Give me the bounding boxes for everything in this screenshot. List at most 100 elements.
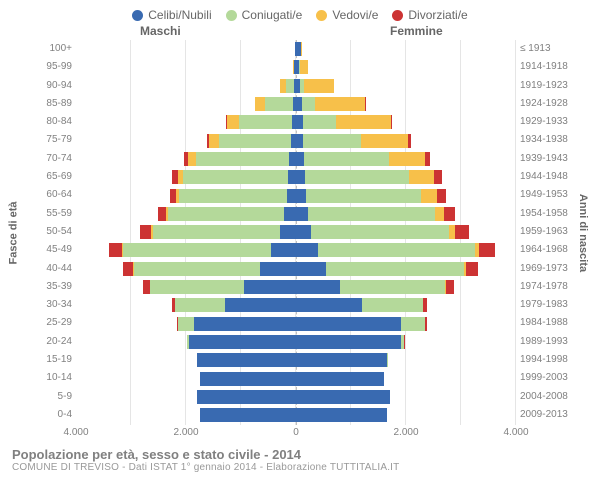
age-label: 55-59 [20,205,72,223]
chart-area: Fasce di età 100+95-9990-9485-8980-8475-… [0,40,600,425]
male-bar [76,372,296,386]
female-bar [296,42,516,56]
birth-year-label: 1984-1988 [520,314,576,332]
birth-year-label: 1954-1958 [520,205,576,223]
female-bar [296,390,516,404]
female-bar [296,298,516,312]
female-bar [296,262,516,276]
legend-item: Divorziati/e [392,8,467,22]
segment-w [227,115,239,129]
x-tick-label: 4.000 [503,427,528,438]
legend-label: Vedovi/e [332,8,378,22]
segment-m [401,317,426,331]
male-bar [76,189,296,203]
birth-year-label: 1969-1973 [520,260,576,278]
segment-s [289,152,296,166]
segment-d [455,225,469,239]
pyramid-row [76,42,516,56]
birth-year-label: 1959-1963 [520,223,576,241]
age-label: 30-34 [20,296,72,314]
segment-s [296,134,303,148]
age-label: 65-69 [20,168,72,186]
legend-item: Celibi/Nubili [132,8,211,22]
male-bar [76,353,296,367]
age-label: 45-49 [20,241,72,259]
segment-m [175,298,225,312]
segment-d [158,207,166,221]
segment-w [409,170,434,184]
male-bar [76,97,296,111]
segment-s [296,115,303,129]
pyramid-row [76,79,516,93]
segment-m [179,189,286,203]
segment-m [178,317,195,331]
male-bar [76,115,296,129]
segment-m [286,79,294,93]
birth-year-label: 2009-2013 [520,406,576,424]
legend-swatch [132,10,143,21]
segment-d [446,280,454,294]
segment-s [280,225,297,239]
female-bar [296,115,516,129]
birth-year-label: 1929-1933 [520,113,576,131]
pyramid-row [76,372,516,386]
pyramid-row [76,280,516,294]
age-label: 25-29 [20,314,72,332]
segment-s [296,408,387,422]
segment-d [466,262,478,276]
male-bar [76,134,296,148]
segment-s [296,280,340,294]
segment-w [361,134,408,148]
gender-headers: Maschi Femmine [0,24,600,40]
male-bar [76,42,296,56]
segment-s [296,317,401,331]
male-bar [76,298,296,312]
segment-s [296,243,318,257]
age-label: 35-39 [20,278,72,296]
birth-year-label: 1989-1993 [520,333,576,351]
segment-s [200,372,296,386]
age-axis-labels: 100+95-9990-9485-8980-8475-7970-7465-696… [20,40,76,425]
birth-year-label: 1999-2003 [520,369,576,387]
segment-m [302,97,316,111]
pyramid-row [76,189,516,203]
female-bar [296,243,516,257]
pyramid-row [76,408,516,422]
segment-d [425,152,431,166]
segment-s [189,335,296,349]
segment-s [296,189,306,203]
segment-w [435,207,445,221]
segment-d [143,280,150,294]
legend-label: Celibi/Nubili [148,8,211,22]
chart-title: Popolazione per età, sesso e stato civil… [12,447,588,462]
legend: Celibi/NubiliConiugati/eVedovi/eDivorzia… [0,0,600,24]
legend-item: Vedovi/e [316,8,378,22]
male-bar [76,280,296,294]
female-bar [296,335,516,349]
birth-year-label: 1994-1998 [520,351,576,369]
female-bar [296,372,516,386]
y-axis-title-right: Anni di nascita [576,40,590,425]
birth-year-label: 2004-2008 [520,388,576,406]
segment-m [239,115,291,129]
male-bar [76,390,296,404]
birth-year-label: 1974-1978 [520,278,576,296]
age-label: 50-54 [20,223,72,241]
age-label: 80-84 [20,113,72,131]
segment-d [365,97,366,111]
legend-label: Divorziati/e [408,8,467,22]
male-bar [76,79,296,93]
birth-year-label: ≤ 1913 [520,40,576,58]
pyramid-row [76,335,516,349]
segment-m [134,262,261,276]
segment-m [150,280,244,294]
segment-s [296,207,308,221]
y-axis-title-left: Fasce di età [6,40,20,425]
male-bar [76,408,296,422]
male-bar [76,60,296,74]
chart-subtitle: COMUNE DI TREVISO - Dati ISTAT 1° gennai… [12,462,588,473]
segment-m [318,243,475,257]
segment-s [296,298,362,312]
segment-m [183,170,288,184]
segment-m [306,189,422,203]
